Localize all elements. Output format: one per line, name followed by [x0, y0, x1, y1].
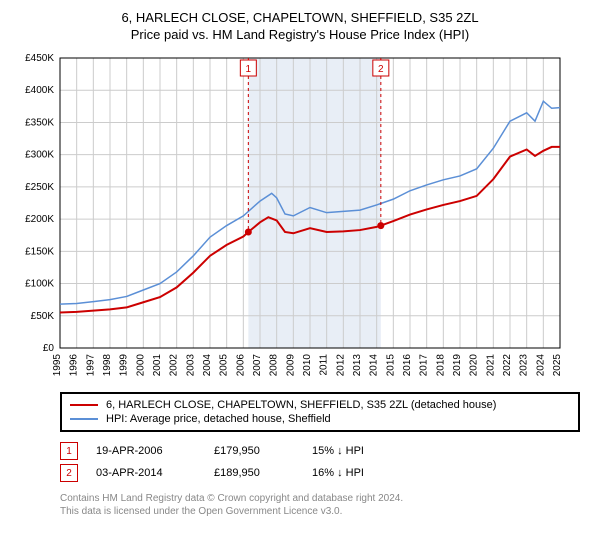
x-tick-label: 2022 — [502, 354, 513, 377]
legend-row: HPI: Average price, detached house, Shef… — [70, 412, 570, 426]
sale-row-marker: 1 — [60, 442, 78, 460]
sale-row-price: £189,950 — [214, 467, 294, 479]
y-tick-label: £0 — [43, 343, 55, 354]
x-tick-label: 1998 — [102, 354, 113, 377]
x-tick-label: 2008 — [269, 354, 280, 377]
legend-label: HPI: Average price, detached house, Shef… — [106, 413, 331, 425]
title-block: 6, HARLECH CLOSE, CHAPELTOWN, SHEFFIELD,… — [0, 10, 600, 42]
y-tick-label: £350K — [25, 117, 54, 128]
legend-box: 6, HARLECH CLOSE, CHAPELTOWN, SHEFFIELD,… — [60, 392, 580, 432]
x-tick-label: 2000 — [135, 354, 146, 377]
y-tick-label: £200K — [25, 214, 54, 225]
x-tick-label: 2020 — [469, 354, 480, 377]
shaded-band — [248, 58, 380, 348]
chart-subtitle: Price paid vs. HM Land Registry's House … — [0, 27, 600, 42]
chart-svg: £0 £50K £100K £150K £200K £250K £300K £350K £400… — [10, 50, 570, 380]
x-tick-label: 2003 — [185, 354, 196, 377]
x-tick-label: 2018 — [435, 354, 446, 377]
chart-container: 6, HARLECH CLOSE, CHAPELTOWN, SHEFFIELD,… — [0, 0, 600, 518]
x-tick-label: 2014 — [369, 354, 380, 377]
y-tick-label: £400K — [25, 85, 54, 96]
y-tick-label: £100K — [25, 279, 54, 290]
x-tick-label: 2023 — [519, 354, 530, 377]
sale-marker-label: 2 — [378, 64, 384, 75]
sale-marker-label: 1 — [246, 64, 252, 75]
legend-swatch — [70, 404, 98, 406]
x-tick-label: 2004 — [202, 354, 213, 377]
sale-marker-dot — [245, 229, 252, 236]
x-tick-label: 2021 — [485, 354, 496, 377]
x-tick-label: 2011 — [319, 354, 330, 376]
y-tick-label: £150K — [25, 246, 54, 257]
x-tick-label: 2007 — [252, 354, 263, 377]
x-tick-label: 1999 — [119, 354, 130, 377]
footer-line-2: This data is licensed under the Open Gov… — [60, 505, 580, 518]
legend-label: 6, HARLECH CLOSE, CHAPELTOWN, SHEFFIELD,… — [106, 399, 496, 411]
legend-row: 6, HARLECH CLOSE, CHAPELTOWN, SHEFFIELD,… — [70, 398, 570, 412]
y-tick-label: £50K — [31, 311, 55, 322]
x-tick-label: 2010 — [302, 354, 313, 377]
x-tick-label: 1996 — [69, 354, 80, 377]
x-tick-label: 2012 — [335, 354, 346, 377]
legend-swatch — [70, 418, 98, 420]
x-tick-label: 2024 — [535, 354, 546, 377]
footer-note: Contains HM Land Registry data © Crown c… — [60, 492, 580, 518]
sale-row-date: 03-APR-2014 — [96, 467, 196, 479]
sale-row-hpi: 16% ↓ HPI — [312, 467, 402, 479]
sale-row: 2 03-APR-2014 £189,950 16% ↓ HPI — [60, 462, 580, 484]
x-tick-label: 2006 — [235, 354, 246, 377]
x-tick-label: 2005 — [219, 354, 230, 377]
x-tick-label: 2025 — [552, 354, 563, 377]
x-tick-label: 1995 — [52, 354, 63, 377]
x-tick-label: 2017 — [419, 354, 430, 377]
sale-row-hpi: 15% ↓ HPI — [312, 445, 402, 457]
y-tick-label: £450K — [25, 53, 54, 64]
sale-row-marker: 2 — [60, 464, 78, 482]
sale-marker-dot — [377, 222, 384, 229]
sale-row: 1 19-APR-2006 £179,950 15% ↓ HPI — [60, 440, 580, 462]
x-tick-label: 2019 — [452, 354, 463, 377]
x-tick-label: 2013 — [352, 354, 363, 377]
plot-area: £0 £50K £100K £150K £200K £250K £300K £350K £400… — [10, 50, 570, 380]
y-tick-label: £300K — [25, 150, 54, 161]
x-tick-label: 2009 — [285, 354, 296, 377]
y-tick-label: £250K — [25, 182, 54, 193]
x-tick-label: 1997 — [85, 354, 96, 377]
x-tick-label: 2002 — [169, 354, 180, 377]
sales-rows: 1 19-APR-2006 £179,950 15% ↓ HPI 2 03-APR-201… — [60, 440, 580, 484]
sale-row-price: £179,950 — [214, 445, 294, 457]
sale-row-date: 19-APR-2006 — [96, 445, 196, 457]
chart-title: 6, HARLECH CLOSE, CHAPELTOWN, SHEFFIELD,… — [0, 10, 600, 25]
x-tick-label: 2015 — [385, 354, 396, 377]
x-tick-label: 2001 — [152, 354, 163, 377]
footer-line-1: Contains HM Land Registry data © Crown c… — [60, 492, 580, 505]
x-tick-label: 2016 — [402, 354, 413, 377]
